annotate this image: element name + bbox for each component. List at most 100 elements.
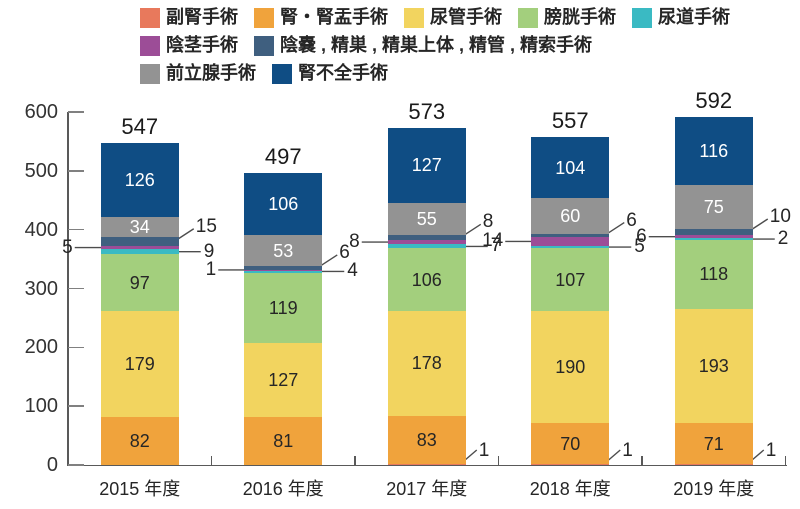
segment-value-label: 106 xyxy=(268,193,299,214)
bar-total-label: 547 xyxy=(121,114,159,140)
segment-value-label: 55 xyxy=(416,208,437,229)
segment-value-label: 126 xyxy=(124,170,155,191)
x-axis-tick xyxy=(497,456,500,466)
bar-segment xyxy=(531,245,610,249)
bar-segment xyxy=(674,464,753,465)
bar-segment: 126 xyxy=(100,143,179,218)
annotation-label: 15 xyxy=(195,215,217,237)
segment-value-label: 119 xyxy=(268,297,298,318)
annotation-label: 5 xyxy=(62,236,73,258)
bar-segment xyxy=(674,229,753,235)
legend-series-label: 副腎手術 xyxy=(166,7,238,27)
y-tick-label: 400 xyxy=(24,218,58,241)
bar-segment: 193 xyxy=(674,309,753,423)
segment-value-label: 178 xyxy=(411,353,442,374)
y-tick-label: 600 xyxy=(24,101,58,123)
y-tick-label: 200 xyxy=(24,336,58,359)
y-tick-label: 300 xyxy=(24,277,58,300)
bar-segment: 106 xyxy=(244,172,323,235)
legend-item: 尿道手術 xyxy=(632,7,730,28)
legend-item: 腎不全手術 xyxy=(272,63,388,84)
bar-total-label: 592 xyxy=(695,87,733,113)
y-tick-label: 500 xyxy=(24,159,58,182)
annotation-label: 8 xyxy=(349,231,360,253)
legend-row: 前立腺手術 腎不全手術 xyxy=(140,63,730,84)
y-tick-label: 0 xyxy=(46,454,58,476)
legend-swatch xyxy=(254,35,274,56)
bar-segment: 75 xyxy=(674,184,753,230)
legend-series-label: 腎不全手術 xyxy=(298,63,388,83)
bar-segment xyxy=(674,234,753,239)
y-axis-tick xyxy=(68,170,84,172)
legend-item: 前立腺手術 xyxy=(140,63,256,84)
bar-segment: 82 xyxy=(100,416,179,465)
bar-total-label: 497 xyxy=(264,143,302,169)
bar-segment: 55 xyxy=(387,202,466,235)
legend-series-label: 尿管手術 xyxy=(430,7,502,27)
y-tick-label: 100 xyxy=(24,395,58,418)
bar-segment xyxy=(387,464,466,465)
legend: 副腎手術 腎・腎盂手術 尿管手術 膀胱手術 尿道手術陰茎手術 陰嚢 , 精巣 , 精巣上体… xyxy=(140,7,730,91)
annotation-label: 1 xyxy=(205,258,217,280)
bar-segment xyxy=(100,249,179,255)
legend-series-label: 腎・腎盂手術 xyxy=(280,7,388,27)
x-axis-tick xyxy=(210,456,213,466)
bar-segment: 118 xyxy=(674,239,753,310)
segment-value-label: 70 xyxy=(560,433,581,454)
bar-segment: 119 xyxy=(244,272,323,343)
annotation-label: 2 xyxy=(777,228,789,250)
bar-segment xyxy=(100,246,179,250)
bar-segment: 71 xyxy=(674,422,753,465)
annotation-label: 1 xyxy=(765,440,777,461)
x-axis-tick xyxy=(354,456,356,466)
y-axis-tick xyxy=(68,464,84,466)
segment-value-label: 60 xyxy=(560,206,581,227)
segment-value-label: 81 xyxy=(273,431,294,452)
bar-segment: 106 xyxy=(387,248,466,311)
bar-segment: 34 xyxy=(100,217,179,238)
segment-value-label: 53 xyxy=(273,240,294,261)
bar-segment: 127 xyxy=(244,342,323,418)
y-axis-line xyxy=(67,112,69,466)
segment-value-label: 106 xyxy=(411,269,442,290)
annotation-label: 10 xyxy=(769,206,791,228)
y-axis-tick xyxy=(68,405,84,407)
segment-value-label: 82 xyxy=(129,430,150,451)
bar-segment: 107 xyxy=(531,248,610,312)
legend-swatch xyxy=(140,7,160,28)
legend-row: 陰茎手術 陰嚢 , 精巣 , 精巣上体 , 精管 , 精索手術 xyxy=(140,35,730,56)
segment-value-label: 71 xyxy=(703,433,724,454)
legend-swatch xyxy=(518,7,538,28)
annotation-label: 1 xyxy=(622,440,633,461)
legend-item: 腎・腎盂手術 xyxy=(254,7,388,28)
annotation-label: 6 xyxy=(626,209,637,231)
x-axis-tick xyxy=(784,456,787,466)
bar-segment: 81 xyxy=(244,417,323,465)
bar-total-label: 557 xyxy=(551,108,589,134)
bar-segment: 178 xyxy=(387,310,466,416)
legend-swatch xyxy=(404,7,424,28)
x-category-label: 2017 年度 xyxy=(386,479,468,499)
segment-value-label: 75 xyxy=(703,197,724,218)
annotation-label: 5 xyxy=(634,236,645,258)
segment-value-label: 118 xyxy=(699,264,729,285)
bar-segment xyxy=(244,266,323,270)
bar-segment xyxy=(531,237,610,246)
annotation-label: 9 xyxy=(203,240,215,262)
bar-segment xyxy=(387,234,466,240)
legend-series-label: 膀胱手術 xyxy=(544,7,616,27)
bar-segment: 104 xyxy=(531,137,610,199)
bar-segment xyxy=(387,239,466,245)
bar-segment: 127 xyxy=(387,127,466,203)
bar-segment: 179 xyxy=(100,311,179,417)
legend-item: 尿管手術 xyxy=(404,7,502,28)
bar-segment xyxy=(244,270,323,273)
bar-segment xyxy=(100,237,179,247)
bar-segment: 116 xyxy=(674,116,753,185)
bar-segment xyxy=(387,244,466,249)
annotation-label: 6 xyxy=(339,241,350,263)
bar-segment: 70 xyxy=(531,423,610,465)
segment-value-label: 193 xyxy=(698,355,729,376)
legend-series-label: 陰嚢 , 精巣 , 精巣上体 , 精管 , 精索手術 xyxy=(280,35,593,55)
